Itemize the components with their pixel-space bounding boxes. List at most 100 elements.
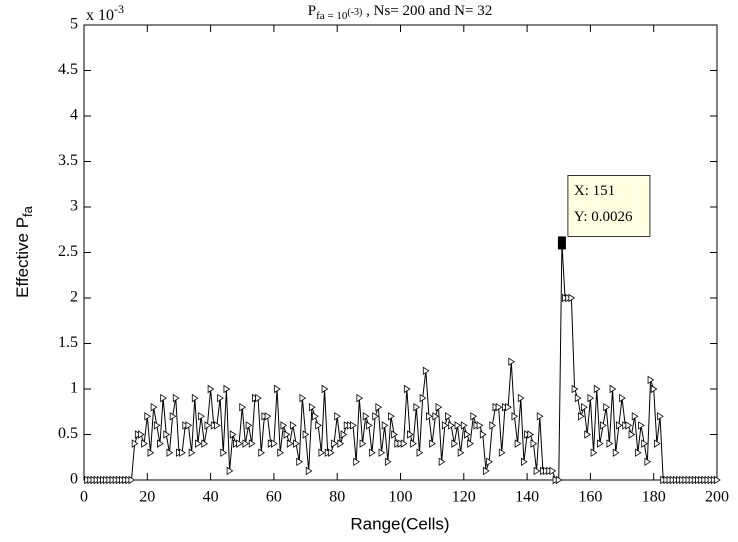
point-marker xyxy=(502,402,509,412)
y-multiplier: x 10-3 xyxy=(86,2,124,24)
point-marker xyxy=(669,475,677,485)
point-marker xyxy=(521,457,528,467)
point-marker xyxy=(125,475,133,485)
x-tick-label: 60 xyxy=(266,489,282,506)
point-marker xyxy=(384,457,392,467)
x-tick-label: 0 xyxy=(80,489,88,506)
point-marker xyxy=(346,421,354,430)
point-marker xyxy=(489,421,497,430)
point-marker xyxy=(296,457,303,467)
multiplier-exponent: -3 xyxy=(114,2,124,16)
point-marker xyxy=(660,475,667,485)
x-axis-label: Range(Cells) xyxy=(350,514,449,533)
point-marker xyxy=(416,448,424,457)
x-tick-label: 80 xyxy=(329,489,345,506)
point-marker xyxy=(100,475,107,485)
point-marker xyxy=(242,439,250,448)
point-marker xyxy=(464,430,471,439)
datatip-marker xyxy=(557,236,566,250)
point-marker xyxy=(248,439,256,448)
point-marker xyxy=(172,393,180,403)
point-marker xyxy=(451,439,459,448)
point-marker xyxy=(590,448,598,457)
point-marker xyxy=(214,421,221,430)
point-marker xyxy=(106,475,114,485)
chart-title: Pfa = 10(-3) , Ns= 200 and N= 32 xyxy=(308,3,492,21)
point-marker xyxy=(634,448,642,457)
point-marker xyxy=(144,412,152,421)
point-marker xyxy=(122,475,129,485)
point-marker xyxy=(448,421,455,430)
point-marker xyxy=(574,393,582,403)
point-marker xyxy=(204,421,212,430)
point-marker xyxy=(153,421,161,430)
point-marker xyxy=(609,384,617,394)
x-tick-label: 200 xyxy=(705,489,729,506)
point-marker xyxy=(682,475,690,485)
point-marker xyxy=(483,466,490,476)
point-marker xyxy=(305,466,313,476)
point-marker xyxy=(147,448,155,457)
point-marker xyxy=(286,439,294,448)
point-marker xyxy=(473,421,481,430)
point-marker xyxy=(369,448,376,457)
point-marker xyxy=(283,430,291,439)
point-marker xyxy=(638,421,645,430)
point-marker xyxy=(362,412,370,421)
x-tick-label: 140 xyxy=(515,489,539,506)
point-marker xyxy=(429,439,436,448)
point-marker xyxy=(625,421,633,430)
point-marker xyxy=(312,412,319,421)
y-label-sub: fa xyxy=(20,205,35,217)
y-tick-label: 5 xyxy=(70,16,78,33)
point-marker xyxy=(166,448,174,457)
point-marker xyxy=(441,421,449,430)
point-marker xyxy=(403,384,411,394)
point-marker xyxy=(698,475,705,485)
point-marker xyxy=(359,439,367,448)
x-tick-label: 120 xyxy=(452,489,476,506)
point-marker xyxy=(236,439,243,448)
point-marker xyxy=(508,357,516,366)
point-marker xyxy=(356,393,364,403)
point-marker xyxy=(710,475,718,485)
point-marker xyxy=(195,439,202,448)
point-marker xyxy=(685,475,693,485)
point-marker xyxy=(229,430,237,439)
point-marker xyxy=(201,439,209,448)
point-marker xyxy=(619,393,626,403)
point-marker xyxy=(413,402,421,412)
point-marker xyxy=(179,448,186,457)
x-tick-label: 160 xyxy=(578,489,602,506)
point-marker xyxy=(505,402,512,412)
point-marker xyxy=(388,412,395,421)
datatip-text: X: 151 xyxy=(574,183,615,199)
point-marker xyxy=(495,402,503,412)
point-marker xyxy=(353,457,360,467)
point-marker xyxy=(141,439,148,448)
point-marker xyxy=(93,475,101,485)
point-marker xyxy=(109,475,117,485)
point-marker xyxy=(381,421,389,430)
point-marker xyxy=(457,448,465,457)
point-marker xyxy=(115,475,123,485)
point-marker xyxy=(691,475,699,485)
point-marker xyxy=(524,430,531,439)
point-marker xyxy=(584,430,591,439)
point-marker xyxy=(476,421,484,430)
point-marker xyxy=(407,430,414,439)
point-marker xyxy=(131,439,139,448)
point-marker xyxy=(233,439,240,448)
multiplier-base: x 10 xyxy=(86,7,114,24)
point-marker xyxy=(343,421,351,430)
point-marker xyxy=(163,430,171,439)
point-marker xyxy=(302,430,310,439)
title-main: P xyxy=(308,3,316,19)
point-marker xyxy=(223,384,231,394)
y-tick-label: 4 xyxy=(70,107,78,124)
y-tick-label: 4.5 xyxy=(58,61,78,78)
point-marker xyxy=(530,439,538,448)
point-marker xyxy=(87,475,95,485)
point-marker xyxy=(546,466,554,476)
